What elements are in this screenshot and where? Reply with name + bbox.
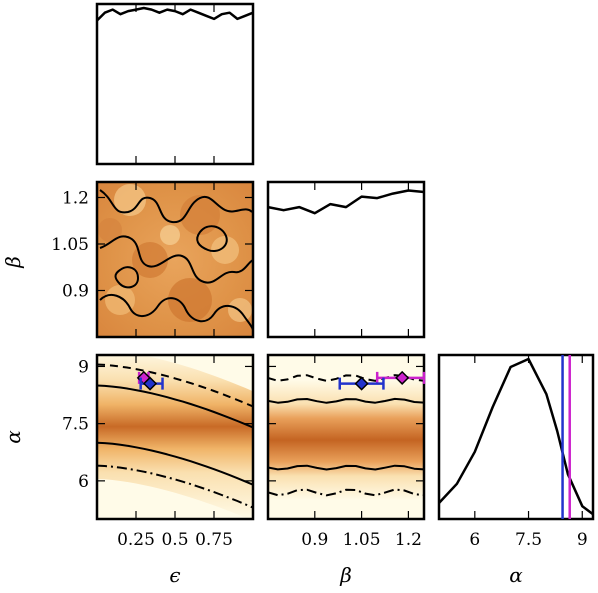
frame <box>437 353 595 521</box>
density-band <box>97 355 253 519</box>
x-axis-label-beta: β <box>339 563 352 587</box>
density-blobs <box>98 184 252 322</box>
alpha-truth-lines <box>561 355 571 519</box>
contour-line <box>97 464 253 509</box>
panel-epsilon-beta: 0.9 1.05 1.2 <box>51 180 255 339</box>
contour-line <box>97 363 253 408</box>
panel-epsilon-marginal <box>95 2 255 166</box>
panel-beta-marginal <box>266 180 426 339</box>
y-tick-label: 6 <box>78 472 89 492</box>
x-axis-label-epsilon: ϵ <box>169 563 180 587</box>
y-tick-label: 1.05 <box>51 235 89 255</box>
y-axis-label-beta: β <box>1 256 25 269</box>
contour-line <box>99 293 253 331</box>
beta-marginal-ticks <box>314 182 409 337</box>
x-axis-label-alpha: α <box>509 563 523 587</box>
density-contours <box>99 189 253 331</box>
x-tick-label: 0.25 <box>117 530 155 550</box>
contour-line <box>97 384 253 429</box>
frame <box>266 353 426 521</box>
contour-line <box>196 225 228 252</box>
y-tick-label: 9 <box>78 357 89 377</box>
estimate-markers <box>136 370 164 391</box>
contour-line <box>268 397 424 404</box>
density-blob <box>160 225 180 245</box>
panel-alpha-marginal: 6 7.5 9 <box>437 353 595 550</box>
contour-line <box>99 235 253 284</box>
density-blob <box>114 184 146 216</box>
estimate-marker <box>354 376 369 391</box>
epsilon-alpha-ticks: 0.25 0.5 0.75 6 7.5 9 <box>62 355 253 550</box>
frame <box>95 2 255 166</box>
epsilon-beta-ticks: 0.9 1.05 1.2 <box>51 182 253 337</box>
density-blob <box>168 278 212 322</box>
estimate-markers <box>338 370 426 391</box>
x-tick-label: 0.9 <box>301 530 328 550</box>
x-tick-label: 1.05 <box>343 530 381 550</box>
x-tick-label: 1.2 <box>395 530 422 550</box>
contour-line <box>97 441 253 486</box>
y-tick-label: 7.5 <box>62 415 89 435</box>
panel-beta-alpha: 0.9 1.05 1.2 <box>266 353 426 550</box>
y-tick-label: 1.2 <box>62 189 89 209</box>
contour-line <box>268 488 424 497</box>
density-contours <box>97 363 253 509</box>
density-blob <box>180 195 220 235</box>
panel-epsilon-alpha: 0.25 0.5 0.75 6 7.5 9 <box>62 353 255 550</box>
beta-marginal-curve <box>267 189 425 215</box>
y-axis-label-alpha: α <box>1 430 25 444</box>
estimate-marker <box>395 370 410 385</box>
y-tick-label: 0.9 <box>62 282 89 302</box>
density-blob <box>132 242 168 278</box>
beta-alpha-ticks: 0.9 1.05 1.2 <box>268 355 424 550</box>
density-band <box>268 380 424 500</box>
alpha-marginal-ticks: 6 7.5 9 <box>469 355 588 550</box>
epsilon-marginal-ticks <box>135 4 215 164</box>
density-blob <box>98 218 122 242</box>
x-tick-label: 9 <box>577 530 588 550</box>
x-tick-label: 7.5 <box>515 530 542 550</box>
density-blob <box>211 236 239 264</box>
x-tick-label: 0.5 <box>161 530 188 550</box>
estimate-marker <box>142 376 158 391</box>
contour-line <box>99 189 253 224</box>
contour-line <box>114 266 139 289</box>
density-blob <box>105 285 135 315</box>
contour-line <box>268 464 424 471</box>
x-tick-label: 0.75 <box>195 530 233 550</box>
x-tick-label: 6 <box>469 530 480 550</box>
frame <box>266 180 426 339</box>
